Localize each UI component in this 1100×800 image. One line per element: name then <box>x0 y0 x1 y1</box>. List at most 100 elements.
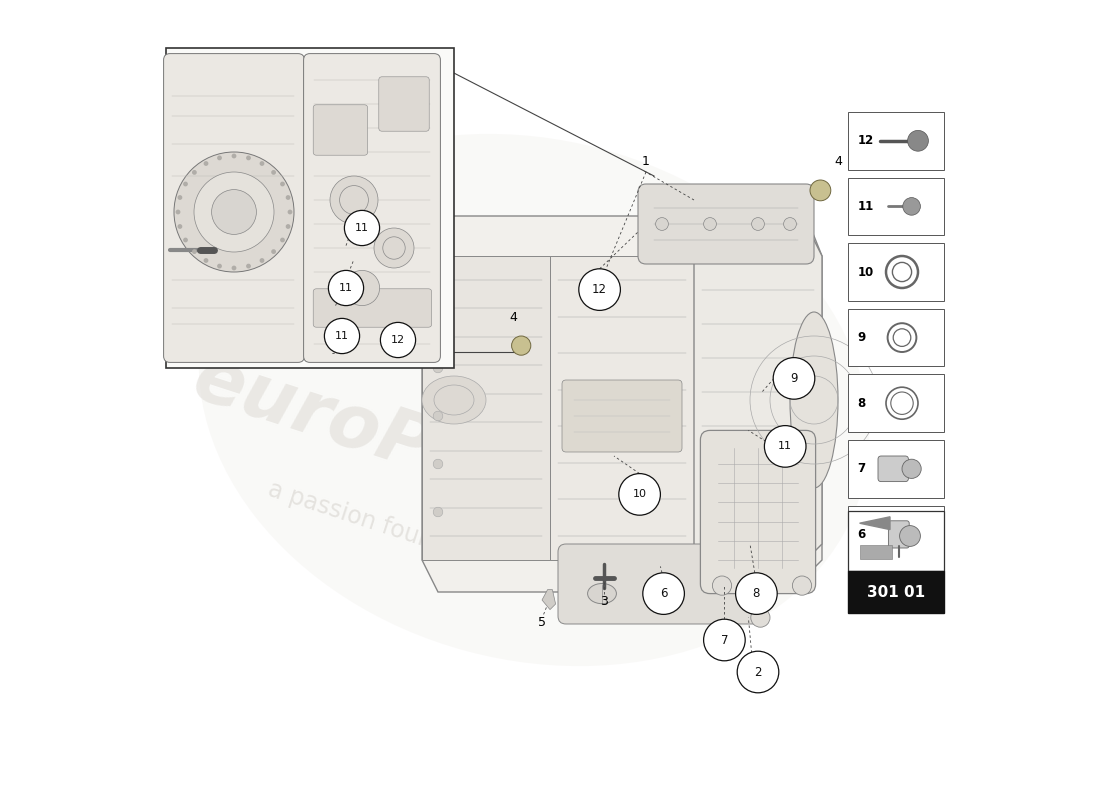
Circle shape <box>381 322 416 358</box>
Circle shape <box>764 426 806 467</box>
Bar <box>848 374 944 432</box>
Circle shape <box>433 507 443 517</box>
Text: 8: 8 <box>857 397 866 410</box>
Text: euroParts: euroParts <box>184 342 597 538</box>
Polygon shape <box>422 256 550 560</box>
Circle shape <box>260 161 264 166</box>
Circle shape <box>287 210 293 214</box>
Circle shape <box>344 270 380 306</box>
Polygon shape <box>422 216 822 592</box>
Text: 11: 11 <box>857 200 873 213</box>
Ellipse shape <box>587 583 616 604</box>
Circle shape <box>433 315 443 325</box>
Circle shape <box>176 210 180 214</box>
Polygon shape <box>694 224 822 576</box>
Ellipse shape <box>648 583 676 604</box>
Bar <box>859 545 892 559</box>
Circle shape <box>704 619 745 661</box>
Circle shape <box>246 264 251 269</box>
Text: 8: 8 <box>752 587 760 600</box>
Circle shape <box>272 170 276 175</box>
Circle shape <box>433 411 443 421</box>
Circle shape <box>783 218 796 230</box>
Circle shape <box>194 172 274 252</box>
Circle shape <box>751 608 770 627</box>
Text: 12: 12 <box>592 283 607 296</box>
FancyBboxPatch shape <box>304 54 440 362</box>
Circle shape <box>211 190 256 234</box>
Circle shape <box>192 170 197 175</box>
Circle shape <box>900 526 921 546</box>
Circle shape <box>174 152 294 272</box>
FancyBboxPatch shape <box>701 430 815 594</box>
Circle shape <box>204 161 208 166</box>
Circle shape <box>340 186 368 214</box>
Text: 6: 6 <box>857 528 866 541</box>
Text: 9: 9 <box>857 331 866 344</box>
Text: 12: 12 <box>390 335 405 345</box>
Circle shape <box>737 651 779 693</box>
FancyBboxPatch shape <box>314 289 431 327</box>
Text: 12: 12 <box>857 134 873 147</box>
Text: 11: 11 <box>339 283 353 293</box>
Circle shape <box>773 358 815 399</box>
FancyBboxPatch shape <box>314 105 367 155</box>
Circle shape <box>232 154 236 158</box>
Text: 7: 7 <box>857 462 866 475</box>
FancyBboxPatch shape <box>638 184 814 264</box>
Polygon shape <box>859 517 890 530</box>
Text: 11: 11 <box>336 331 349 341</box>
Circle shape <box>260 258 264 263</box>
Circle shape <box>433 363 443 373</box>
Text: 5: 5 <box>538 616 546 629</box>
Circle shape <box>433 283 443 293</box>
Circle shape <box>908 130 928 151</box>
Text: 9: 9 <box>790 372 798 385</box>
Text: 301 01: 301 01 <box>867 585 925 599</box>
Circle shape <box>886 256 918 288</box>
Polygon shape <box>542 590 556 610</box>
Circle shape <box>903 198 921 215</box>
FancyBboxPatch shape <box>889 521 910 548</box>
Circle shape <box>217 264 222 269</box>
Text: 7: 7 <box>720 634 728 646</box>
Bar <box>848 243 944 301</box>
Text: 4: 4 <box>834 155 842 168</box>
Circle shape <box>751 218 764 230</box>
Text: a passion found 1985: a passion found 1985 <box>265 478 515 578</box>
Text: 10: 10 <box>632 490 647 499</box>
Bar <box>848 112 944 170</box>
FancyBboxPatch shape <box>562 380 682 452</box>
Circle shape <box>656 218 669 230</box>
Circle shape <box>286 195 290 200</box>
Circle shape <box>893 329 911 346</box>
Circle shape <box>892 262 912 282</box>
Bar <box>848 440 944 498</box>
Bar <box>848 506 944 563</box>
Bar <box>166 48 454 368</box>
Circle shape <box>204 258 208 263</box>
Text: 6: 6 <box>660 587 668 600</box>
Circle shape <box>329 270 364 306</box>
Ellipse shape <box>199 134 869 666</box>
Circle shape <box>280 238 285 242</box>
Circle shape <box>792 576 812 595</box>
Circle shape <box>344 210 380 246</box>
Text: 11: 11 <box>355 223 368 233</box>
Bar <box>848 511 944 571</box>
Circle shape <box>286 224 290 229</box>
Ellipse shape <box>422 376 486 424</box>
Circle shape <box>888 323 916 352</box>
Polygon shape <box>550 256 694 560</box>
Text: 4: 4 <box>509 311 517 324</box>
Circle shape <box>280 182 285 186</box>
Circle shape <box>704 218 716 230</box>
Circle shape <box>736 573 778 614</box>
Circle shape <box>246 155 251 160</box>
Text: 10: 10 <box>857 266 873 278</box>
Circle shape <box>642 573 684 614</box>
Bar <box>848 309 944 366</box>
Circle shape <box>183 182 188 186</box>
Circle shape <box>433 459 443 469</box>
Circle shape <box>713 576 732 595</box>
